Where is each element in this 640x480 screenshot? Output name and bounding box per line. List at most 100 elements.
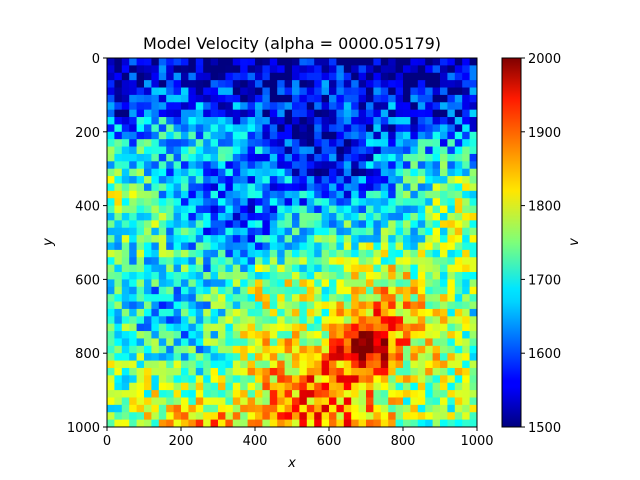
heatmap-cell bbox=[107, 279, 115, 288]
heatmap-cell bbox=[462, 272, 470, 280]
heatmap-cell bbox=[447, 404, 456, 413]
heatmap-cell bbox=[240, 323, 248, 332]
heatmap-cell bbox=[469, 65, 478, 74]
heatmap-cell bbox=[277, 397, 285, 406]
heatmap-cell bbox=[373, 80, 382, 88]
heatmap-cell bbox=[173, 198, 182, 206]
heatmap-cell bbox=[136, 331, 145, 339]
heatmap-cell bbox=[114, 331, 123, 339]
heatmap-cell bbox=[173, 168, 182, 177]
heatmap-cell bbox=[240, 308, 248, 317]
heatmap-cell bbox=[195, 323, 204, 332]
heatmap-cell bbox=[277, 161, 285, 170]
heatmap-cell bbox=[292, 338, 300, 347]
heatmap-cell bbox=[284, 109, 293, 118]
heatmap-cell bbox=[114, 412, 123, 421]
heatmap-cell bbox=[114, 153, 123, 162]
heatmap-cell bbox=[218, 153, 226, 162]
heatmap-cell bbox=[447, 397, 456, 406]
heatmap-cell bbox=[255, 390, 263, 398]
heatmap-cell bbox=[447, 168, 456, 177]
heatmap-cell bbox=[395, 183, 404, 192]
heatmap-cell bbox=[158, 331, 167, 339]
heatmap-cell bbox=[188, 242, 197, 251]
heatmap-cell bbox=[425, 360, 433, 369]
heatmap-cell bbox=[262, 235, 271, 243]
heatmap-cell bbox=[299, 235, 308, 243]
heatmap-cell bbox=[144, 198, 152, 206]
heatmap-cell bbox=[255, 183, 263, 192]
heatmap-cell bbox=[225, 220, 234, 229]
heatmap-cell bbox=[343, 190, 352, 199]
heatmap-cell bbox=[166, 212, 174, 221]
heatmap-cell bbox=[277, 338, 285, 347]
heatmap-cell bbox=[417, 168, 426, 177]
heatmap-cell bbox=[343, 212, 352, 221]
heatmap-cell bbox=[195, 168, 204, 177]
heatmap-cell bbox=[351, 301, 359, 310]
heatmap-cell bbox=[166, 227, 174, 236]
heatmap-cell bbox=[269, 205, 278, 214]
heatmap-cell bbox=[425, 235, 433, 243]
heatmap-cell bbox=[410, 212, 419, 221]
heatmap-cell bbox=[373, 286, 382, 295]
heatmap-cell bbox=[203, 294, 211, 302]
heatmap-cell bbox=[225, 316, 234, 325]
heatmap-cell bbox=[255, 94, 263, 103]
heatmap-cell bbox=[240, 331, 248, 339]
heatmap-cell bbox=[440, 390, 448, 398]
heatmap-cell bbox=[410, 109, 419, 118]
heatmap-cell bbox=[203, 58, 211, 66]
heatmap-cell bbox=[403, 301, 411, 310]
heatmap-cell bbox=[395, 72, 404, 81]
heatmap-cell bbox=[343, 168, 352, 177]
heatmap-cell bbox=[321, 212, 330, 221]
heatmap-cell bbox=[240, 87, 248, 96]
heatmap-cell bbox=[210, 301, 219, 310]
heatmap-cell bbox=[454, 367, 463, 376]
heatmap-cell bbox=[158, 272, 167, 280]
heatmap-cell bbox=[203, 183, 211, 192]
heatmap-cell bbox=[247, 360, 256, 369]
heatmap-cell bbox=[255, 131, 263, 140]
heatmap-cell bbox=[462, 286, 470, 295]
heatmap-cell bbox=[121, 183, 130, 192]
heatmap-cell bbox=[166, 316, 174, 325]
heatmap-cell bbox=[136, 205, 145, 214]
heatmap-cell bbox=[462, 331, 470, 339]
heatmap-cell bbox=[240, 139, 248, 147]
heatmap-cell bbox=[388, 80, 396, 88]
heatmap-cell bbox=[358, 227, 367, 236]
heatmap-cell bbox=[284, 360, 293, 369]
heatmap-cell bbox=[410, 249, 419, 258]
heatmap-cell bbox=[203, 161, 211, 170]
heatmap-cell bbox=[247, 316, 256, 325]
heatmap-cell bbox=[440, 205, 448, 214]
heatmap-cell bbox=[462, 161, 470, 170]
heatmap-cell bbox=[292, 176, 300, 184]
heatmap-cell bbox=[166, 87, 174, 96]
heatmap-cell bbox=[232, 345, 241, 354]
heatmap-cell bbox=[314, 272, 322, 280]
heatmap-cell bbox=[203, 235, 211, 243]
heatmap-cell bbox=[255, 272, 263, 280]
heatmap-cell bbox=[417, 360, 426, 369]
heatmap-cell bbox=[403, 131, 411, 140]
heatmap-cell bbox=[299, 139, 308, 147]
heatmap-cell bbox=[469, 331, 478, 339]
heatmap-cell bbox=[129, 294, 137, 302]
heatmap-cell bbox=[366, 205, 374, 214]
heatmap-cell bbox=[210, 102, 219, 111]
heatmap-cell bbox=[336, 257, 345, 266]
heatmap-cell bbox=[380, 367, 389, 376]
heatmap-cell bbox=[321, 198, 330, 206]
heatmap-cell bbox=[447, 183, 456, 192]
heatmap-cell bbox=[232, 279, 241, 288]
heatmap-cell bbox=[188, 353, 197, 361]
heatmap-cells bbox=[107, 58, 478, 428]
heatmap-cell bbox=[181, 168, 189, 177]
heatmap-cell bbox=[373, 183, 382, 192]
heatmap-cell bbox=[410, 153, 419, 162]
heatmap-cell bbox=[292, 102, 300, 111]
heatmap-cell bbox=[188, 404, 197, 413]
